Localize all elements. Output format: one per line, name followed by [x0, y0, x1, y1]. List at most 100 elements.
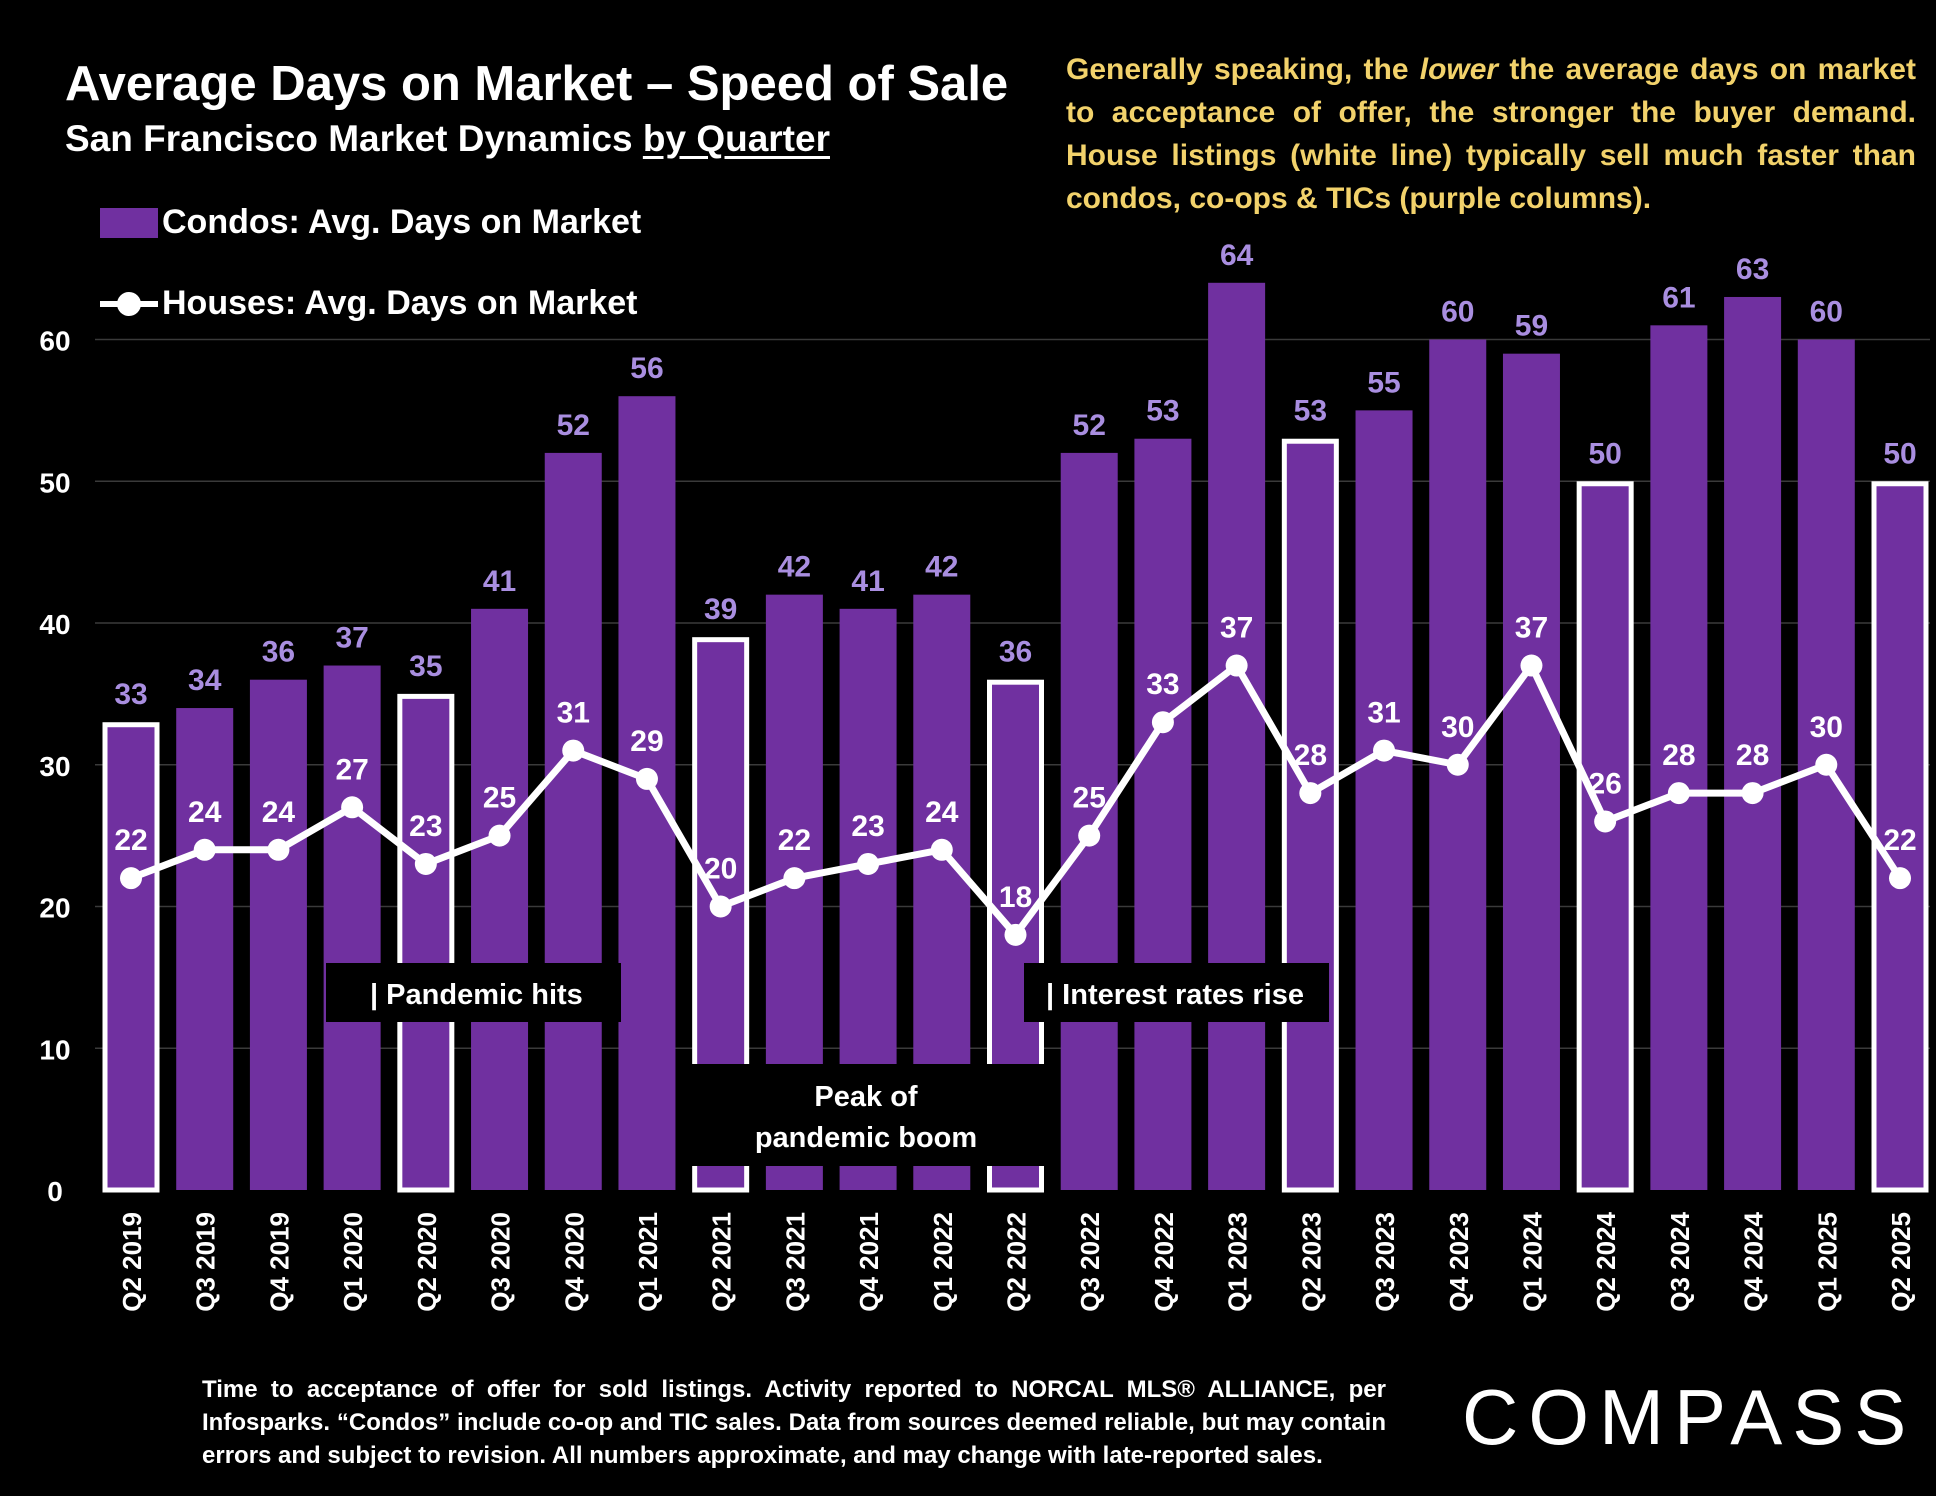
condo-bar: [544, 452, 602, 1190]
houses-point: [709, 895, 732, 918]
condo-data-label: 59: [1515, 310, 1548, 343]
condo-data-label: 60: [1810, 296, 1843, 329]
note-text: the average days on market to acceptance…: [1066, 53, 1916, 215]
x-tick-label: Q4 2023: [1444, 1212, 1474, 1312]
houses-point: [1741, 782, 1764, 805]
line-marker-icon: [100, 289, 158, 319]
houses-data-label: 23: [409, 810, 442, 843]
houses-point: [1889, 867, 1911, 890]
condo-bar: [471, 608, 529, 1190]
x-tick-label: Q4 2022: [1149, 1212, 1179, 1312]
condo-bar: [1576, 481, 1634, 1193]
houses-point: [1373, 739, 1396, 762]
y-tick-label: 40: [39, 609, 70, 640]
houses-point: [562, 739, 585, 762]
explanatory-note: Generally speaking, the lower the averag…: [1066, 48, 1916, 220]
annotation-interest-rates: | Interest rates rise: [1046, 979, 1304, 1011]
x-tick-label: Q2 2024: [1591, 1211, 1621, 1311]
x-tick-label: Q1 2024: [1517, 1211, 1547, 1311]
y-tick-label: 0: [47, 1176, 63, 1207]
houses-data-label: 33: [1146, 668, 1179, 701]
condo-bar: [1871, 481, 1929, 1193]
houses-data-label: 28: [1662, 739, 1695, 772]
condo-data-label: 64: [1220, 239, 1254, 272]
condo-data-label: 63: [1736, 253, 1769, 286]
x-tick-label: Q3 2023: [1370, 1212, 1400, 1312]
annotation-box: [326, 963, 621, 1022]
x-tick-label: Q4 2021: [854, 1212, 884, 1312]
compass-logo: COMPASS: [1462, 1373, 1917, 1461]
houses-data-label: 20: [704, 853, 737, 886]
x-tick-label: Q2 2022: [1002, 1212, 1032, 1312]
houses-point: [267, 838, 290, 861]
houses-point: [488, 824, 511, 847]
condo-data-label: 50: [1588, 437, 1621, 470]
x-tick-label: Q2 2020: [412, 1212, 442, 1312]
condo-data-label: 60: [1441, 296, 1474, 329]
condo-bar: [397, 693, 455, 1193]
x-tick-label: Q3 2019: [191, 1212, 221, 1312]
houses-point: [1594, 810, 1617, 833]
annotation-peak-line2: pandemic boom: [755, 1122, 977, 1154]
x-tick-label: Q1 2020: [338, 1212, 368, 1312]
x-tick-label: Q2 2021: [707, 1212, 737, 1312]
houses-data-label: 28: [1736, 739, 1769, 772]
houses-data-label: 25: [483, 782, 516, 815]
condo-bar: [1650, 325, 1708, 1190]
houses-data-label: 31: [557, 697, 590, 730]
houses-point: [1078, 824, 1101, 847]
condo-data-label: 37: [335, 622, 368, 655]
houses-data-label: 30: [1441, 711, 1474, 744]
houses-point: [341, 796, 364, 819]
houses-data-label: 29: [630, 725, 663, 758]
houses-point: [414, 852, 437, 875]
x-tick-label: Q2 2025: [1886, 1212, 1916, 1312]
houses-point: [930, 838, 953, 861]
houses-data-label: 37: [1220, 612, 1253, 645]
x-tick-label: Q1 2023: [1223, 1212, 1253, 1312]
condo-data-label: 42: [778, 551, 811, 584]
houses-point: [1667, 782, 1690, 805]
note-text: Generally speaking, the: [1066, 53, 1420, 86]
condo-data-label: 36: [262, 636, 295, 669]
condo-bar: [1281, 438, 1339, 1193]
chart-title: Average Days on Market – Speed of Sale: [65, 57, 1009, 111]
y-tick-label: 10: [39, 1034, 70, 1065]
houses-data-label: 30: [1810, 711, 1843, 744]
condo-bar: [1134, 438, 1192, 1191]
condo-bar: [1208, 282, 1266, 1190]
y-tick-label: 60: [39, 326, 70, 357]
condo-bar: [1724, 296, 1782, 1191]
x-tick-label: Q4 2019: [264, 1212, 294, 1312]
x-tick-label: Q3 2020: [486, 1212, 516, 1312]
annotation-box: [689, 1064, 1059, 1166]
houses-point: [1225, 654, 1248, 677]
houses-data-label: 25: [1073, 782, 1106, 815]
x-tick-label: Q3 2021: [780, 1212, 810, 1312]
houses-data-label: 22: [114, 824, 147, 857]
condo-data-label: 50: [1883, 437, 1916, 470]
condo-data-label: 55: [1367, 366, 1400, 399]
houses-point: [1004, 923, 1027, 946]
condo-bar: [323, 665, 381, 1190]
condo-data-label: 61: [1662, 281, 1695, 314]
y-tick-label: 30: [39, 751, 70, 782]
condo-bar: [618, 396, 676, 1190]
condo-data-label: 42: [925, 551, 958, 584]
x-tick-label: Q3 2024: [1665, 1211, 1695, 1311]
houses-data-label: 18: [999, 881, 1032, 914]
condo-data-label: 39: [704, 593, 737, 626]
houses-data-label: 24: [925, 796, 959, 829]
condo-data-label: 56: [630, 352, 663, 385]
condo-data-label: 33: [114, 678, 147, 711]
x-tick-label: Q4 2024: [1739, 1211, 1769, 1311]
y-tick-label: 50: [39, 467, 70, 498]
houses-data-label: 31: [1367, 697, 1400, 730]
legend-label: Houses: Avg. Days on Market: [162, 284, 638, 322]
bar-swatch-icon: [100, 207, 158, 238]
houses-point: [635, 767, 658, 790]
condo-bar: [102, 722, 160, 1193]
houses-point: [1151, 711, 1174, 734]
condo-bar: [176, 708, 234, 1190]
